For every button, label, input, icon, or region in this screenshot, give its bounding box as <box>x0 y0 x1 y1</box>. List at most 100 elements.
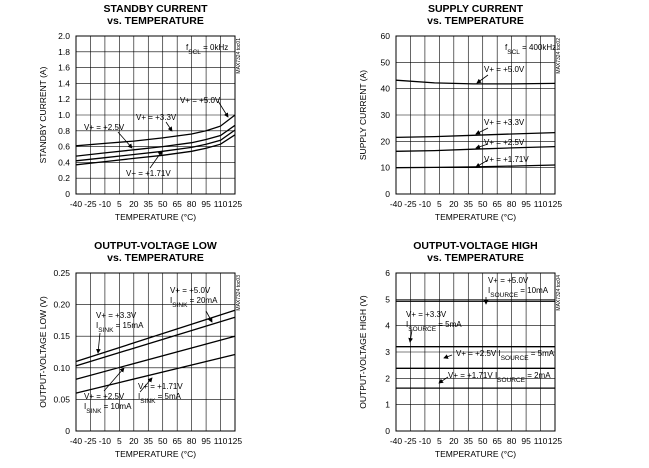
x-tick-label: -40 <box>70 436 83 446</box>
figure-code: MAX7324 toc04 <box>556 275 562 311</box>
y-tick-label: 1.6 <box>58 63 70 73</box>
x-tick-label: 35 <box>464 199 474 209</box>
label-arrow <box>408 329 414 343</box>
series-label: V+ = +2.5V <box>84 392 125 401</box>
x-tick-label: 95 <box>201 199 211 209</box>
chart-subtitle: vs. TEMPERATURE <box>427 15 524 27</box>
series-line-3 <box>75 335 236 380</box>
series-line-2 <box>75 316 236 367</box>
y-tick-label: 0 <box>385 426 390 436</box>
plot-frame <box>395 272 556 432</box>
y-tick-label: 1.4 <box>58 78 70 88</box>
label-arrow <box>475 127 489 135</box>
x-tick-label: -25 <box>404 199 417 209</box>
x-tick-label: 110 <box>534 199 548 209</box>
y-tick-label: 2.0 <box>58 31 70 41</box>
x-tick-label: 110 <box>214 436 228 446</box>
series-label: V+ = +1.71V ISOURCE = 2mA <box>448 371 551 384</box>
grid <box>396 36 555 194</box>
series-line-3 <box>75 129 236 162</box>
x-tick-label: 20 <box>129 436 139 446</box>
condition-label: fSCL = 400kHz <box>505 43 556 56</box>
y-tick-label: 0.10 <box>53 363 70 373</box>
series-line-4 <box>395 164 556 169</box>
label-arrow <box>165 121 173 132</box>
x-tick-label: 125 <box>228 199 242 209</box>
grid <box>396 273 555 431</box>
chart-subtitle: vs. TEMPERATURE <box>107 15 204 27</box>
label-arrow <box>149 150 163 169</box>
y-tick-label: 0.4 <box>58 157 70 167</box>
label-arrow <box>475 143 489 150</box>
label-arrow <box>438 376 449 384</box>
y-tick-label: 0.20 <box>53 300 70 310</box>
y-tick-label: 0 <box>385 189 390 199</box>
series-label: V+ = +3.3V <box>484 118 525 127</box>
y-tick-label: 0.25 <box>53 268 70 278</box>
y-tick-label: 40 <box>381 84 391 94</box>
x-tick-label: 5 <box>117 436 122 446</box>
label-arrow <box>96 332 101 354</box>
x-tick-label: -25 <box>84 436 97 446</box>
x-tick-label: 5 <box>437 199 442 209</box>
condition-label: fSCL = 0kHz <box>186 43 228 56</box>
y-axis-label: STANDBY CURRENT (A) <box>38 66 48 163</box>
x-tick-label: -10 <box>419 199 432 209</box>
series-label: V+ = +2.5V <box>84 123 125 132</box>
x-tick-label: 20 <box>449 199 459 209</box>
chart-title: OUTPUT-VOLTAGE LOW <box>94 240 217 252</box>
y-tick-label: 50 <box>381 57 391 67</box>
y-tick-label: 1.8 <box>58 47 70 57</box>
x-tick-label: 80 <box>507 199 517 209</box>
figure-code: MAX7324 toc02 <box>556 38 562 74</box>
label-arrow <box>475 159 489 168</box>
y-tick-label: 4 <box>385 321 390 331</box>
y-tick-label: 1.0 <box>58 110 70 120</box>
y-tick-label: 2 <box>385 373 390 383</box>
x-tick-label: 80 <box>187 199 197 209</box>
x-tick-label: 95 <box>521 436 531 446</box>
y-tick-label: 0.15 <box>53 331 70 341</box>
series-label: V+ = +2.5V ISOURCE = 5mA <box>456 349 555 362</box>
x-tick-label: 50 <box>478 436 488 446</box>
y-tick-label: 20 <box>381 136 391 146</box>
x-tick-label: -40 <box>390 436 403 446</box>
x-tick-label: -40 <box>390 199 403 209</box>
series-label: V+ = +5.0V <box>180 96 221 105</box>
x-tick-label: 80 <box>187 436 197 446</box>
label-arrow <box>139 377 153 393</box>
series-label: V+ = +1.71V <box>126 169 171 178</box>
x-tick-label: -10 <box>99 436 112 446</box>
x-tick-label: 5 <box>437 436 442 446</box>
x-tick-label: 125 <box>228 436 242 446</box>
chart-subtitle: vs. TEMPERATURE <box>427 252 524 264</box>
series-line-1 <box>395 79 556 85</box>
series-line-2 <box>75 124 236 157</box>
x-tick-label: -40 <box>70 199 83 209</box>
y-axis-label: OUTPUT-VOLTAGE LOW (V) <box>38 296 48 408</box>
x-tick-label: 65 <box>492 199 502 209</box>
x-tick-label: -10 <box>99 199 112 209</box>
series-label-condition: ISOURCE = 10mA <box>488 286 549 299</box>
x-tick-label: 80 <box>507 436 517 446</box>
chart-title: STANDBY CURRENT <box>103 3 208 15</box>
series-line-1 <box>75 114 236 147</box>
y-tick-label: 30 <box>381 110 391 120</box>
x-tick-label: 125 <box>548 199 562 209</box>
y-tick-label: 0.2 <box>58 173 70 183</box>
series-label-condition: ISINK = 10mA <box>84 402 132 415</box>
y-tick-label: 1.2 <box>58 94 70 104</box>
x-tick-label: 65 <box>172 436 182 446</box>
x-axis-label: TEMPERATURE (°C) <box>115 449 196 459</box>
series-label: V+ = +3.3V <box>96 311 137 320</box>
x-tick-label: 125 <box>548 436 562 446</box>
y-axis-label: SUPPLY CURRENT (A) <box>358 70 368 160</box>
x-tick-label: 50 <box>158 436 168 446</box>
x-tick-label: 95 <box>201 436 211 446</box>
y-tick-label: 60 <box>381 31 391 41</box>
series-line-3 <box>395 145 556 152</box>
x-tick-label: 50 <box>478 199 488 209</box>
x-axis-label: TEMPERATURE (°C) <box>115 212 196 222</box>
